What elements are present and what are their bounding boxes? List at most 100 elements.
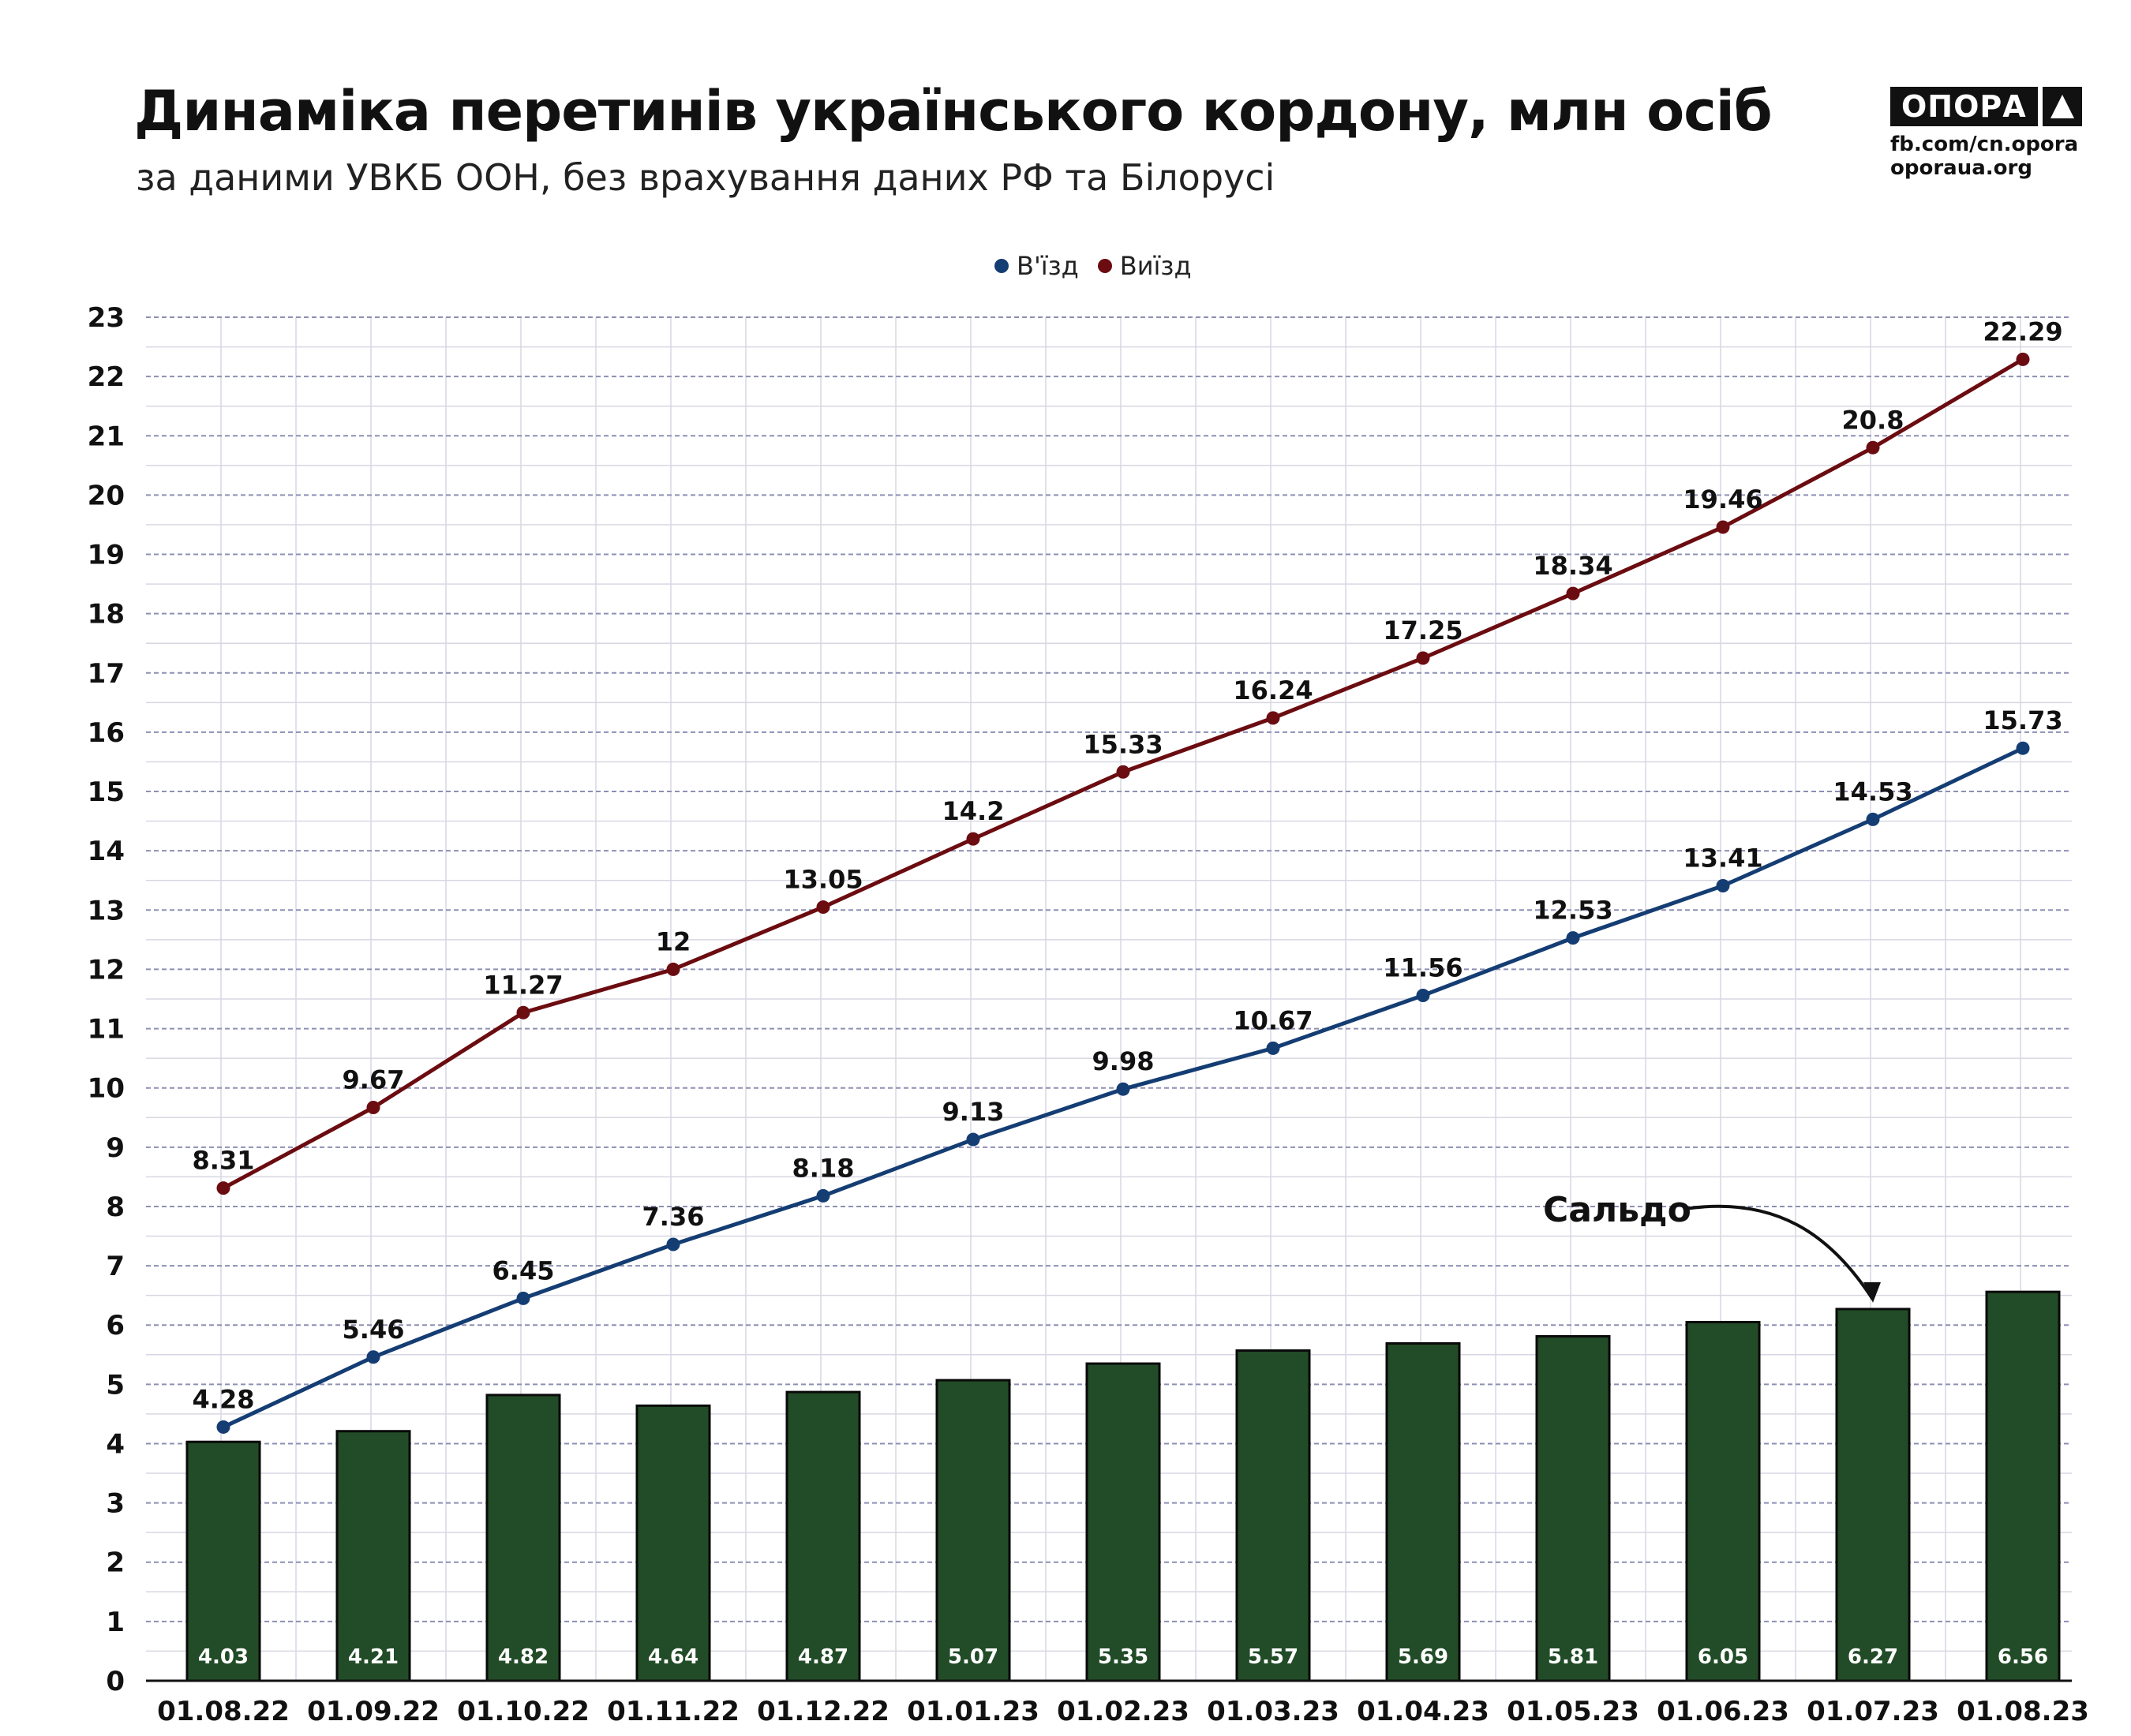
legend-item-exit[interactable]: Виїзд — [1097, 251, 1192, 281]
data-point[interactable] — [1266, 711, 1280, 725]
y-tick-label: 10 — [88, 1073, 125, 1105]
data-label: 19.46 — [1683, 485, 1762, 514]
data-point[interactable] — [1716, 520, 1730, 534]
annotation-arrow — [1684, 1204, 1874, 1301]
data-label: 7.36 — [642, 1202, 705, 1232]
data-point[interactable] — [666, 1237, 680, 1251]
x-tick-label: 01.07.23 — [1807, 1696, 1939, 1727]
data-point[interactable] — [1866, 440, 1880, 455]
y-tick-label: 16 — [88, 717, 125, 749]
chart-title: Динаміка перетинів українського кордону,… — [134, 79, 1773, 144]
data-point[interactable] — [1116, 765, 1130, 779]
x-tick-label: 01.06.23 — [1657, 1696, 1789, 1727]
bar[interactable] — [635, 1404, 711, 1682]
y-tick-label: 8 — [106, 1192, 125, 1223]
data-label: 12 — [656, 926, 691, 956]
data-point[interactable] — [366, 1100, 380, 1114]
data-label: 15.73 — [1983, 705, 2062, 735]
bar[interactable] — [1685, 1320, 1761, 1682]
x-tick-label: 01.11.22 — [607, 1696, 740, 1727]
legend-marker-exit — [1097, 259, 1112, 273]
legend-item-entry[interactable]: В'їзд — [994, 251, 1079, 281]
bar[interactable] — [335, 1430, 411, 1682]
bar[interactable] — [1085, 1362, 1161, 1682]
bar-value-label: 5.81 — [1548, 1645, 1598, 1669]
bar-value-label: 6.56 — [1998, 1645, 2048, 1669]
data-point[interactable] — [2016, 352, 2030, 366]
data-point[interactable] — [1566, 586, 1580, 600]
y-tick-label: 15 — [88, 776, 125, 808]
data-point[interactable] — [1566, 931, 1580, 945]
data-label: 12.53 — [1533, 896, 1612, 926]
bar-value-label: 6.05 — [1698, 1645, 1748, 1669]
y-tick-label: 13 — [88, 895, 125, 926]
data-point[interactable] — [516, 1005, 530, 1020]
x-tick-label: 01.09.22 — [307, 1696, 440, 1727]
bar[interactable] — [485, 1394, 561, 1682]
y-tick-label: 18 — [88, 599, 125, 630]
bar-value-label: 4.64 — [648, 1645, 698, 1669]
data-point[interactable] — [966, 1132, 980, 1147]
data-label: 6.45 — [492, 1255, 555, 1285]
y-tick-label: 7 — [106, 1251, 125, 1282]
bar-value-label: 6.27 — [1848, 1645, 1898, 1669]
data-label: 16.24 — [1233, 675, 1313, 705]
chart-subtitle: за даними УВКБ ООН, без врахування даних… — [136, 156, 1275, 199]
x-tick-label: 01.03.23 — [1207, 1696, 1339, 1727]
bar[interactable] — [1535, 1334, 1611, 1682]
data-label: 14.2 — [942, 796, 1005, 826]
x-tick-label: 01.10.22 — [457, 1696, 590, 1727]
legend: В'їзд Виїзд — [994, 251, 1211, 281]
data-label: 9.13 — [942, 1097, 1005, 1127]
data-point[interactable] — [216, 1420, 230, 1434]
data-point[interactable] — [666, 962, 680, 976]
bar[interactable] — [185, 1440, 261, 1682]
bar[interactable] — [935, 1379, 1011, 1682]
data-label: 22.29 — [1983, 316, 2062, 346]
y-tick-label: 4 — [106, 1428, 125, 1460]
bar-value-label: 5.69 — [1398, 1645, 1448, 1669]
legend-marker-entry — [994, 259, 1009, 273]
x-tick-label: 01.08.22 — [157, 1696, 290, 1727]
data-point[interactable] — [1716, 879, 1730, 893]
data-point[interactable] — [366, 1350, 380, 1364]
data-point[interactable] — [1866, 812, 1880, 826]
data-label: 5.46 — [343, 1315, 405, 1345]
data-label: 10.67 — [1233, 1005, 1313, 1035]
data-point[interactable] — [1116, 1082, 1130, 1096]
brand-site-link[interactable]: oporaua.org — [1890, 156, 2032, 180]
data-point[interactable] — [516, 1291, 530, 1305]
data-point[interactable] — [216, 1181, 230, 1195]
data-point[interactable] — [816, 900, 830, 915]
data-label: 11.56 — [1383, 952, 1462, 982]
y-tick-label: 22 — [88, 361, 125, 393]
y-tick-label: 6 — [106, 1310, 125, 1341]
legend-label-exit: Виїзд — [1119, 251, 1192, 281]
y-tick-label: 9 — [106, 1132, 125, 1164]
data-point[interactable] — [1266, 1041, 1280, 1055]
bar[interactable] — [1235, 1349, 1311, 1682]
data-point[interactable] — [816, 1188, 830, 1203]
bar[interactable] — [785, 1390, 861, 1682]
bar[interactable] — [1835, 1308, 1911, 1682]
brand-block: ОПОРА fb.com/cn.opora oporaua.org — [1890, 87, 2082, 180]
bar[interactable] — [1985, 1290, 2061, 1682]
x-tick-label: 01.08.23 — [1957, 1696, 2089, 1727]
data-point[interactable] — [2016, 741, 2030, 755]
bar-value-label: 4.03 — [198, 1645, 249, 1669]
y-tick-label: 21 — [88, 421, 125, 452]
data-label: 17.25 — [1383, 615, 1462, 645]
triangle-icon — [2042, 87, 2082, 126]
brand-facebook-link[interactable]: fb.com/cn.opora — [1890, 133, 2079, 156]
data-point[interactable] — [966, 832, 980, 846]
y-tick-label: 20 — [88, 480, 125, 511]
brand-logo[interactable]: ОПОРА — [1890, 87, 2082, 126]
data-point[interactable] — [1416, 988, 1430, 1002]
bar[interactable] — [1385, 1342, 1461, 1682]
y-tick-label: 23 — [88, 302, 125, 334]
legend-label-entry: В'їзд — [1017, 251, 1079, 281]
data-label: 4.28 — [193, 1384, 255, 1414]
data-label: 14.53 — [1833, 776, 1912, 806]
y-tick-label: 19 — [88, 540, 125, 571]
data-point[interactable] — [1416, 651, 1430, 665]
